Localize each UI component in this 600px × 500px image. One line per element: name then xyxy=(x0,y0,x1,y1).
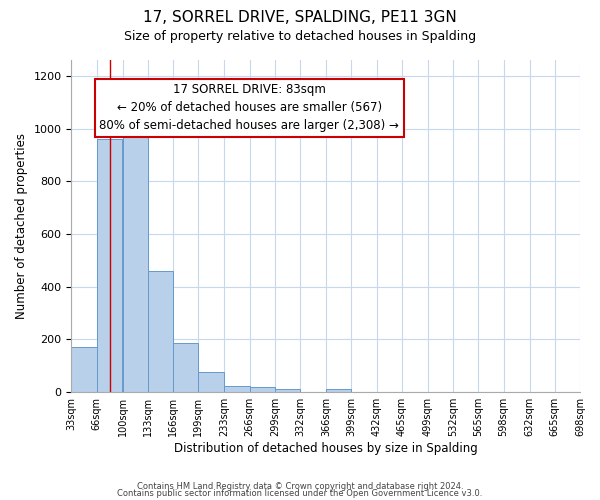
Text: 17 SORREL DRIVE: 83sqm
← 20% of detached houses are smaller (567)
80% of semi-de: 17 SORREL DRIVE: 83sqm ← 20% of detached… xyxy=(100,84,400,132)
X-axis label: Distribution of detached houses by size in Spalding: Distribution of detached houses by size … xyxy=(174,442,478,455)
Bar xyxy=(224,386,250,392)
Bar xyxy=(326,389,352,392)
Text: Size of property relative to detached houses in Spalding: Size of property relative to detached ho… xyxy=(124,30,476,43)
Bar xyxy=(122,131,148,392)
Bar xyxy=(148,271,173,392)
Text: Contains HM Land Registry data © Crown copyright and database right 2024.: Contains HM Land Registry data © Crown c… xyxy=(137,482,463,491)
Text: Contains public sector information licensed under the Open Government Licence v3: Contains public sector information licen… xyxy=(118,490,482,498)
Bar xyxy=(71,348,97,392)
Bar xyxy=(275,389,300,392)
Bar xyxy=(97,139,122,392)
Bar xyxy=(199,372,224,392)
Bar xyxy=(173,344,199,392)
Y-axis label: Number of detached properties: Number of detached properties xyxy=(15,133,28,319)
Text: 17, SORREL DRIVE, SPALDING, PE11 3GN: 17, SORREL DRIVE, SPALDING, PE11 3GN xyxy=(143,10,457,25)
Bar xyxy=(250,387,275,392)
